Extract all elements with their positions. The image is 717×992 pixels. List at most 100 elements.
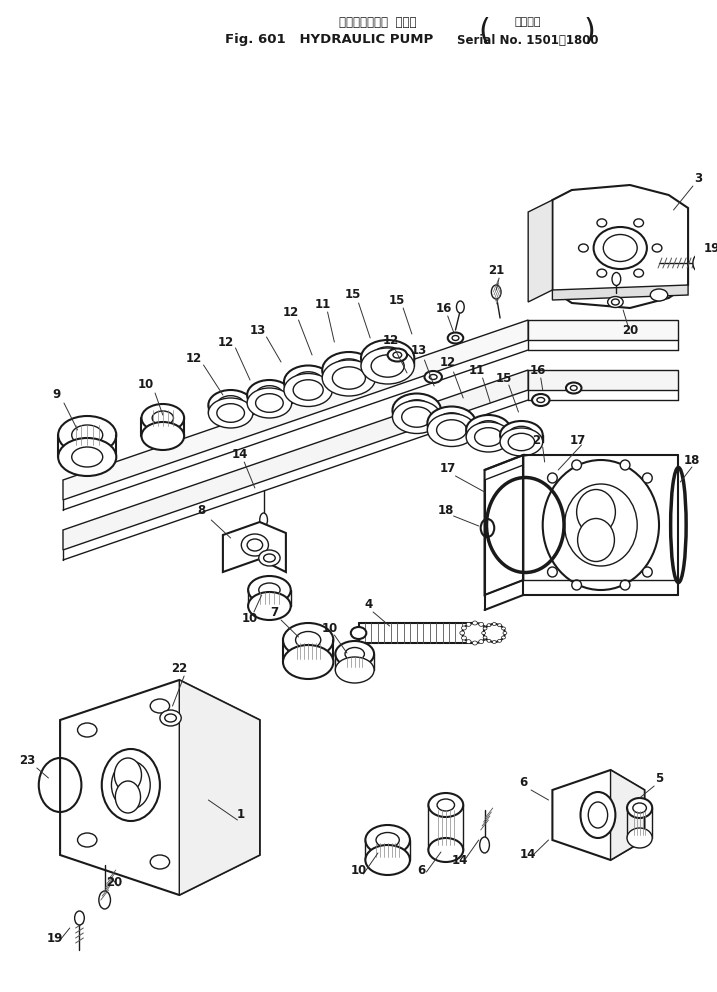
Ellipse shape (508, 434, 535, 450)
Ellipse shape (72, 425, 103, 445)
Ellipse shape (479, 622, 483, 626)
Ellipse shape (537, 398, 545, 403)
Ellipse shape (427, 407, 476, 439)
Ellipse shape (322, 360, 376, 396)
Ellipse shape (588, 802, 607, 828)
Text: 3: 3 (694, 172, 702, 185)
Ellipse shape (437, 413, 467, 434)
Ellipse shape (428, 838, 463, 862)
Text: 16: 16 (436, 302, 452, 314)
Ellipse shape (642, 567, 652, 577)
Text: 17: 17 (440, 461, 456, 474)
Text: ハイドロリック  ポンプ: ハイドロリック ポンプ (339, 16, 417, 29)
Text: Fig. 601   HYDRAULIC PUMP: Fig. 601 HYDRAULIC PUMP (225, 34, 434, 47)
Ellipse shape (633, 803, 647, 813)
Ellipse shape (627, 798, 652, 818)
Text: 14: 14 (232, 448, 249, 461)
Ellipse shape (322, 352, 376, 388)
Ellipse shape (141, 422, 184, 450)
Ellipse shape (217, 396, 244, 415)
Text: 12: 12 (282, 307, 299, 319)
Text: 9: 9 (52, 389, 60, 402)
Ellipse shape (165, 714, 176, 722)
Ellipse shape (393, 352, 402, 358)
Ellipse shape (460, 631, 465, 635)
Text: 23: 23 (19, 754, 35, 767)
Ellipse shape (371, 355, 404, 377)
Ellipse shape (99, 891, 110, 909)
Ellipse shape (581, 792, 615, 838)
Ellipse shape (248, 576, 290, 604)
Ellipse shape (483, 624, 505, 642)
Ellipse shape (388, 348, 407, 361)
Ellipse shape (247, 388, 292, 418)
Ellipse shape (111, 761, 151, 809)
Ellipse shape (480, 837, 490, 853)
Text: 6: 6 (417, 863, 426, 877)
Text: 6: 6 (519, 776, 528, 789)
Text: 19: 19 (47, 931, 63, 944)
Ellipse shape (283, 623, 333, 657)
Ellipse shape (493, 641, 496, 644)
Ellipse shape (607, 297, 623, 308)
Polygon shape (60, 680, 260, 895)
Ellipse shape (482, 632, 485, 635)
Ellipse shape (627, 828, 652, 848)
Ellipse shape (487, 624, 491, 627)
Ellipse shape (466, 640, 471, 644)
Ellipse shape (260, 513, 267, 527)
Ellipse shape (209, 398, 253, 428)
Ellipse shape (508, 427, 535, 443)
Ellipse shape (376, 832, 399, 847)
Ellipse shape (642, 473, 652, 483)
Ellipse shape (114, 758, 141, 792)
Ellipse shape (437, 799, 455, 811)
Ellipse shape (491, 285, 501, 299)
Ellipse shape (447, 332, 463, 343)
Ellipse shape (579, 244, 588, 252)
Polygon shape (485, 455, 523, 595)
Polygon shape (179, 680, 260, 895)
Ellipse shape (543, 460, 659, 590)
Ellipse shape (361, 340, 414, 376)
Ellipse shape (77, 723, 97, 737)
Ellipse shape (141, 404, 184, 432)
Text: 13: 13 (411, 343, 427, 356)
Ellipse shape (473, 641, 478, 645)
Ellipse shape (284, 365, 333, 399)
Ellipse shape (259, 583, 280, 597)
Ellipse shape (475, 428, 503, 446)
Ellipse shape (284, 374, 333, 407)
Ellipse shape (693, 255, 703, 271)
Text: 21: 21 (488, 264, 504, 277)
Ellipse shape (58, 438, 116, 476)
Text: 19: 19 (704, 241, 717, 255)
Ellipse shape (209, 390, 253, 420)
Ellipse shape (58, 416, 116, 454)
Ellipse shape (466, 422, 511, 452)
Ellipse shape (500, 421, 543, 449)
Ellipse shape (427, 414, 476, 446)
Ellipse shape (612, 273, 621, 286)
Text: 15: 15 (495, 371, 512, 385)
Ellipse shape (293, 372, 323, 392)
Ellipse shape (462, 636, 466, 640)
Ellipse shape (72, 447, 103, 467)
Text: 5: 5 (655, 772, 663, 785)
Ellipse shape (473, 621, 478, 625)
Text: (: ( (479, 17, 490, 46)
Text: 11: 11 (315, 299, 331, 311)
Ellipse shape (475, 421, 503, 439)
Ellipse shape (345, 648, 364, 661)
Text: 18: 18 (684, 453, 700, 466)
Ellipse shape (371, 347, 404, 369)
Polygon shape (552, 185, 688, 308)
Ellipse shape (483, 636, 488, 640)
Ellipse shape (457, 301, 464, 313)
Ellipse shape (366, 825, 410, 855)
Text: 17: 17 (569, 434, 586, 446)
Ellipse shape (612, 299, 619, 305)
Text: 10: 10 (137, 379, 153, 392)
Ellipse shape (652, 244, 662, 252)
Text: 2: 2 (532, 434, 540, 446)
